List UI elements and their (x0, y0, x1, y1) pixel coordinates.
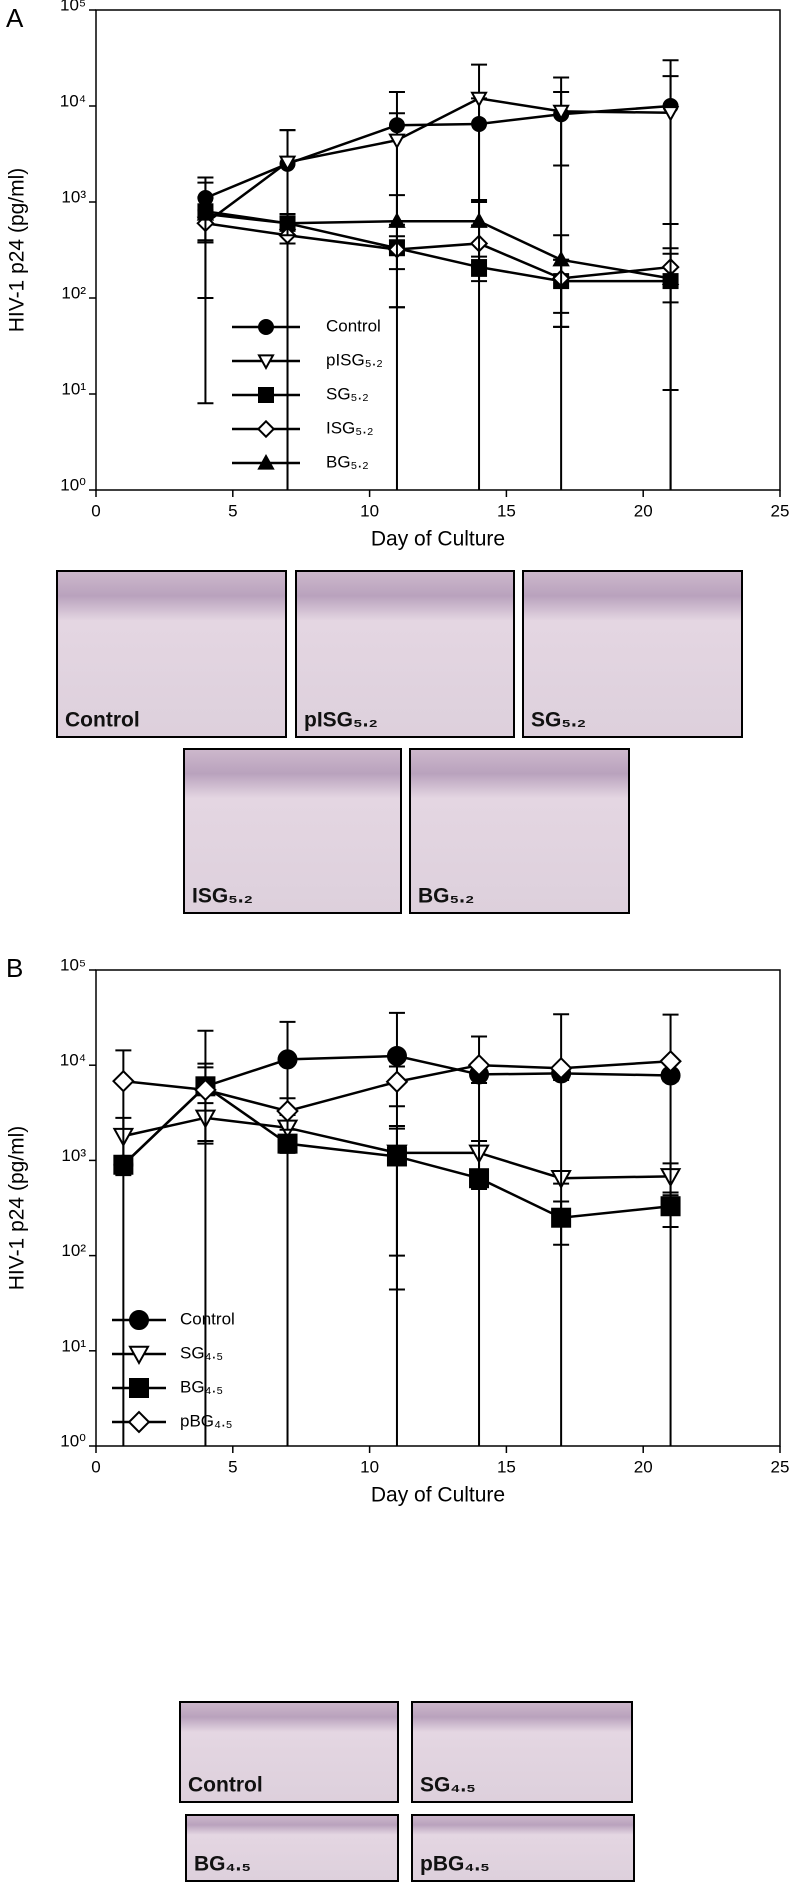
image-label: pBG₄.₅ (420, 1853, 490, 1876)
x-tick-label: 15 (497, 501, 516, 520)
legend-label: BG₄.₅ (180, 1377, 223, 1396)
image-label: pISG₅.₂ (304, 709, 378, 732)
x-tick-label: 0 (91, 501, 100, 520)
image-label: ISG₅.₂ (192, 885, 253, 908)
legend-marker (257, 354, 275, 371)
data-point (467, 1053, 491, 1077)
image-label: BG₄.₅ (194, 1853, 251, 1876)
series-line (204, 104, 671, 200)
data-point (388, 133, 406, 150)
data-point (470, 91, 488, 108)
x-axis-title: Day of Culture (371, 528, 505, 551)
x-tick-label: 10 (360, 1457, 379, 1476)
image-label: SG₄.₅ (420, 1774, 476, 1797)
x-tick-label: 15 (497, 1457, 516, 1476)
data-point (552, 104, 570, 121)
legend-label: SG₄.₅ (180, 1343, 223, 1362)
image-label: BG₅.₂ (418, 885, 474, 908)
data-point (549, 1056, 573, 1080)
data-point (278, 214, 297, 230)
y-tick-label: 10² (61, 283, 86, 302)
y-axis-title: HIV-1 p24 (pg/ml) (6, 1126, 29, 1291)
legend-marker (258, 387, 274, 403)
y-tick-label: 10⁰ (60, 475, 86, 494)
y-tick-label: 10¹ (61, 1336, 86, 1355)
data-point (386, 1045, 407, 1066)
legend-label: Control (180, 1309, 235, 1328)
histology-image (411, 1701, 633, 1803)
panel-label: A (6, 3, 24, 33)
data-point (470, 212, 488, 228)
legend-marker (257, 453, 275, 470)
legend-label: Control (326, 316, 381, 335)
data-point (388, 212, 406, 228)
y-tick-label: 10³ (61, 1146, 86, 1165)
y-tick-label: 10¹ (61, 379, 86, 398)
histology-image (183, 748, 402, 914)
x-tick-label: 20 (634, 1457, 653, 1476)
data-point (661, 269, 680, 286)
legend-marker (128, 1345, 150, 1366)
legend-marker (129, 1310, 149, 1330)
y-tick-label: 10⁵ (60, 955, 86, 974)
histology-image (409, 748, 630, 914)
data-point (278, 155, 297, 172)
x-tick-label: 10 (360, 501, 379, 520)
histology-image (295, 570, 515, 738)
series-line (205, 222, 671, 280)
image-label: Control (65, 709, 140, 732)
histology-image (522, 570, 743, 738)
legend-marker (129, 1378, 149, 1398)
legend-label: pISG₅.₂ (326, 350, 383, 369)
y-tick-label: 10⁰ (60, 1431, 86, 1450)
image-label: Control (188, 1774, 263, 1797)
image-label: SG₅.₂ (531, 709, 586, 732)
legend-label: ISG₅.₂ (326, 418, 373, 437)
histology-image (411, 1814, 635, 1882)
x-tick-label: 20 (634, 501, 653, 520)
y-tick-label: 10² (61, 1241, 86, 1260)
x-tick-label: 25 (771, 1457, 790, 1476)
series-line (205, 212, 671, 280)
x-tick-label: 0 (91, 1457, 100, 1476)
data-point (386, 1146, 407, 1167)
legend-label: SG₅.₂ (326, 384, 369, 403)
legend-marker (258, 319, 274, 335)
data-point (661, 106, 680, 122)
y-axis-title: HIV-1 p24 (pg/ml) (6, 168, 29, 333)
y-tick-label: 10⁴ (60, 91, 86, 110)
plot-frame (95, 969, 781, 1447)
data-point (659, 1049, 682, 1073)
legend-marker (256, 419, 276, 439)
legend-label: pBG₄.₅ (180, 1411, 233, 1430)
y-tick-label: 10³ (61, 187, 86, 206)
y-tick-label: 10⁴ (60, 1051, 86, 1070)
x-tick-label: 5 (228, 1457, 237, 1476)
data-point (385, 1070, 409, 1094)
x-tick-label: 5 (228, 501, 237, 520)
x-axis-title: Day of Culture (371, 1484, 505, 1507)
histology-image (185, 1814, 399, 1882)
data-point (194, 1078, 217, 1102)
legend-label: BG₅.₂ (326, 452, 369, 471)
data-point (552, 250, 570, 267)
histology-image (56, 570, 287, 738)
series-line (204, 97, 671, 225)
data-point (277, 1133, 298, 1154)
legend-marker (127, 1410, 151, 1434)
data-point (276, 1099, 299, 1123)
histology-image (179, 1701, 399, 1803)
data-point (196, 204, 215, 221)
plot-frame (95, 9, 781, 491)
data-point (277, 1049, 298, 1070)
x-tick-label: 25 (771, 501, 790, 520)
panel-label: B (6, 953, 23, 983)
y-tick-label: 10⁵ (60, 0, 86, 14)
data-point (112, 1069, 135, 1093)
